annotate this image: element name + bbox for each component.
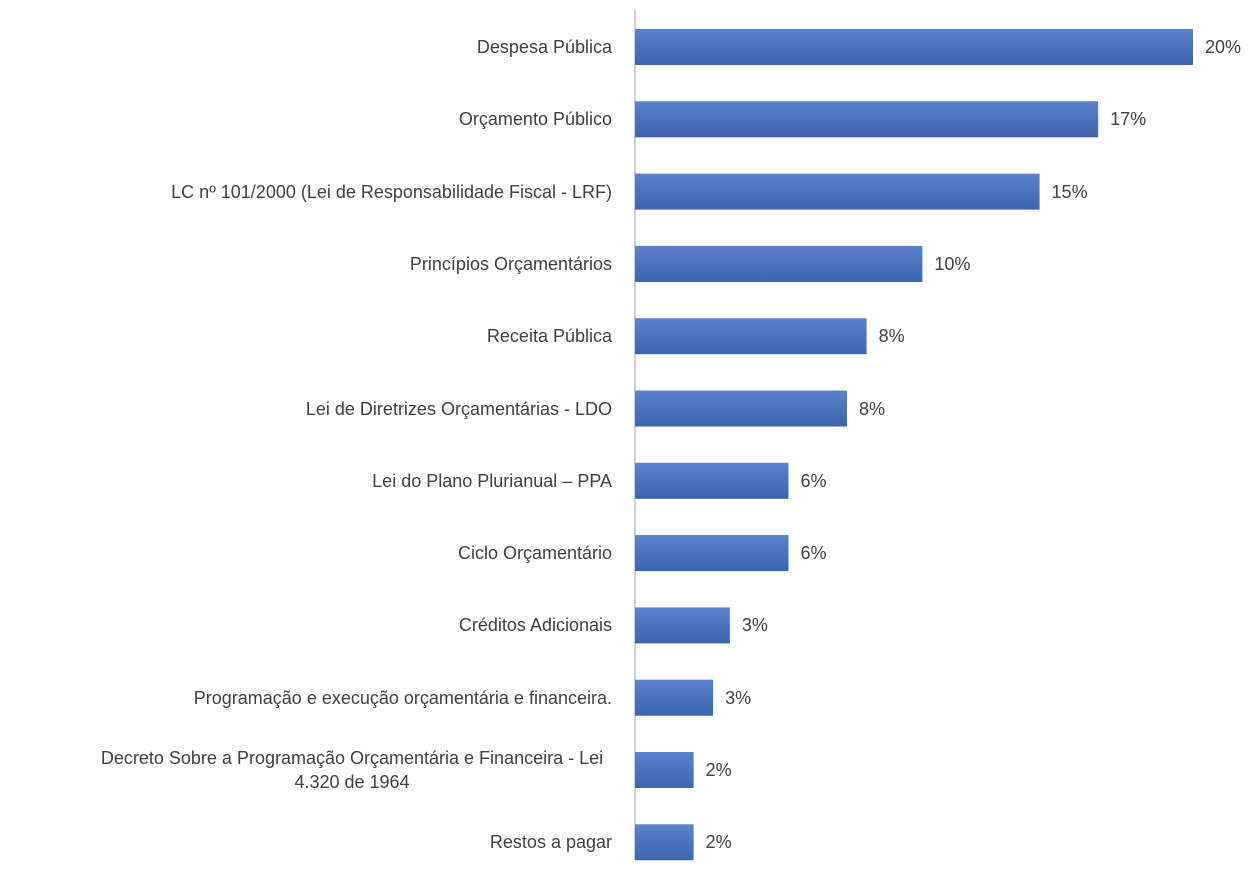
value-label: 2% xyxy=(705,760,732,780)
category-label: Orçamento Público xyxy=(0,84,612,154)
bar-shade xyxy=(635,390,848,427)
category-label-text: Ciclo Orçamentário xyxy=(457,543,612,564)
bar-shade xyxy=(635,101,1099,138)
category-label-text: Lei do Plano Plurianual – PPA xyxy=(372,470,612,491)
category-label-text: Lei de Diretrizes Orçamentárias - LDO xyxy=(305,398,612,419)
category-label: LC nº 101/2000 (Lei de Responsabilidade … xyxy=(0,157,612,227)
bar-shade xyxy=(635,245,923,282)
value-label: 2% xyxy=(705,832,732,853)
category-label: Ciclo Orçamentário xyxy=(0,518,612,588)
value-label: 6% xyxy=(800,470,827,491)
category-label: Princípios Orçamentários xyxy=(0,229,612,299)
value-label: 10% xyxy=(934,253,971,274)
value-label: 17% xyxy=(1110,109,1147,130)
category-label: Programação e execução orçamentária e fi… xyxy=(0,663,612,733)
category-label-text: Princípios Orçamentários xyxy=(409,253,612,274)
category-label: Despesa Pública xyxy=(0,12,612,82)
category-label: Receita Pública xyxy=(0,301,612,371)
category-label: Créditos Adicionais xyxy=(0,590,612,660)
bar-shade xyxy=(635,607,730,644)
category-label: Decreto Sobre a Programação Orçamentária… xyxy=(0,735,612,805)
category-label-text: Restos a pagar xyxy=(489,832,612,853)
category-label: Lei de Diretrizes Orçamentárias - LDO xyxy=(0,374,612,444)
category-label-text: Receita Pública xyxy=(486,326,612,347)
category-label: Lei do Plano Plurianual – PPA xyxy=(0,446,612,516)
category-label-text: Orçamento Público xyxy=(458,109,612,130)
category-label-text: Despesa Pública xyxy=(476,37,612,57)
category-label-text: Decreto Sobre a Programação Orçamentária… xyxy=(100,748,604,792)
bar-shade xyxy=(635,462,789,499)
category-label-text: LC nº 101/2000 (Lei de Responsabilidade … xyxy=(171,181,612,202)
bar-shade xyxy=(635,752,694,788)
value-label: 6% xyxy=(800,543,827,564)
category-label-text: Créditos Adicionais xyxy=(458,615,612,636)
value-label: 15% xyxy=(1051,181,1088,202)
bar-shade xyxy=(635,535,789,572)
bar-shade xyxy=(635,173,1040,210)
value-label: 3% xyxy=(741,615,768,636)
bar-shade xyxy=(635,29,1193,65)
value-label: 3% xyxy=(725,687,752,708)
value-label: 8% xyxy=(859,398,886,419)
value-label: 8% xyxy=(878,326,905,347)
value-label: 20% xyxy=(1205,37,1242,57)
bar-shade xyxy=(635,824,694,861)
category-label-text: Programação e execução orçamentária e fi… xyxy=(193,687,612,708)
category-label: Restos a pagar xyxy=(0,807,612,870)
bar-shade xyxy=(635,318,867,355)
bar-shade xyxy=(635,679,714,716)
